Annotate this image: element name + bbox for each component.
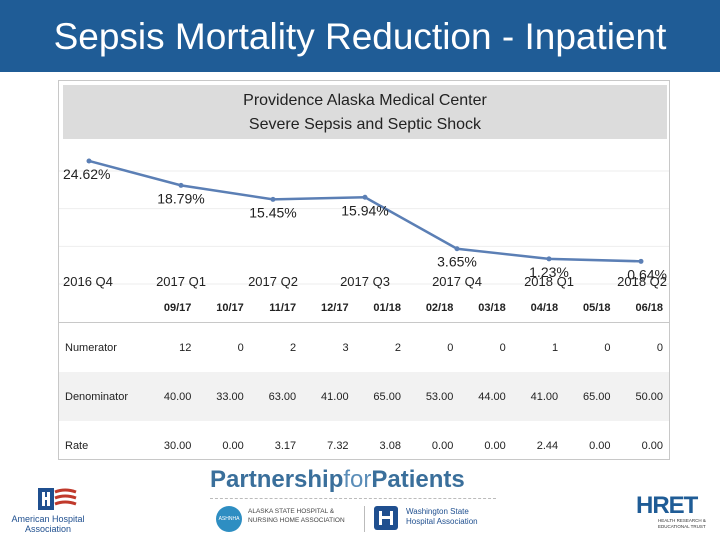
data-label: 3.65%	[437, 254, 477, 270]
x-tick-label: 2017 Q2	[248, 274, 298, 289]
table-cell: 53.00	[408, 372, 462, 421]
table-cell: 63.00	[251, 372, 305, 421]
chart-panel: Providence Alaska Medical Center Severe …	[58, 80, 670, 460]
x-tick-label: 2018 Q2	[617, 274, 667, 289]
data-point	[178, 182, 184, 188]
table-cell: 3.08	[379, 439, 401, 452]
aha-logo-icon	[38, 488, 77, 510]
table-column-header: 03/18	[461, 294, 514, 323]
table-cell: 0.00	[589, 439, 611, 452]
table-column-header: 05/18	[566, 294, 619, 323]
x-tick-label: 2017 Q4	[432, 274, 482, 289]
table-column-header: 01/18	[356, 294, 409, 323]
table-cell: 3.17	[274, 439, 297, 452]
pfp-divider	[210, 498, 496, 499]
table-row: Numerator 12 0 2 3 2 0 0 1 0 0	[59, 323, 669, 373]
table-row: Rate 30.00 0.00 3.17 7.32 3.08 0.00 0.00 2.44 0.0…	[59, 421, 669, 459]
table-cell: 33.00	[199, 372, 252, 421]
table-column-header: 12/17	[304, 294, 357, 323]
table-cell: 0.00	[431, 439, 454, 452]
table-column-header: 06/18	[618, 294, 669, 323]
chart-title: Providence Alaska Medical Center	[243, 92, 487, 109]
x-tick-label: 2017 Q1	[156, 274, 206, 289]
table-column-header: 11/17	[251, 294, 305, 323]
table-cell: 7.32	[327, 439, 349, 452]
data-label: 15.94%	[341, 202, 388, 218]
slide-title: Sepsis Mortality Reduction - Inpatient	[53, 16, 667, 57]
table-cell: 44.00	[461, 372, 514, 421]
table-row-label: Denominator	[59, 372, 147, 421]
data-label: 15.45%	[249, 204, 296, 220]
table-cell: 12	[179, 341, 192, 354]
pfp-partnership: Partnership	[210, 466, 344, 493]
table-cell: 0	[499, 341, 506, 354]
table-cell: 0	[447, 341, 454, 354]
table-corner	[59, 294, 147, 323]
table-cell: 2.44	[536, 439, 559, 452]
line-chart: 24.62%18.79%15.45% 15.94%3.65%1.23% 0.64%2…	[59, 158, 669, 289]
table-cell: 0	[237, 341, 244, 354]
wsha-name: Washington State Hospital Association	[406, 507, 478, 527]
wsha-line2: Hospital Association	[406, 517, 478, 526]
chart-subtitle: Severe Sepsis and Septic Shock	[248, 116, 482, 133]
data-point	[270, 196, 276, 202]
x-tick-label: 2018 Q1	[524, 274, 574, 289]
data-label: 0.64%	[627, 266, 667, 282]
ashnha-line2: NURSING HOME ASSOCIATION	[248, 517, 345, 524]
table-row-label: Numerator	[65, 341, 117, 354]
table-cell: 0.00	[641, 439, 663, 452]
table-cell: 2	[290, 341, 297, 354]
footer-separator	[364, 506, 365, 532]
table-row: Denominator 40.00 33.00 63.00 41.00 65.00 53.0…	[59, 372, 669, 421]
data-point	[86, 158, 92, 164]
data-label: 1.23%	[529, 264, 569, 280]
table-cell: 3	[342, 341, 349, 354]
table-cell: 30.00	[163, 439, 192, 452]
ashnha-name: ALASKA STATE HOSPITAL & NURSING HOME ASS…	[248, 507, 345, 525]
table-cell: 41.00	[513, 372, 567, 421]
data-table: 09/17 10/17 11/17 12/17 01/18 02/18 03/18 04/18…	[59, 294, 669, 459]
table-cell: 0.00	[484, 439, 506, 452]
data-label: 18.79%	[157, 190, 204, 206]
table-cell: 41.00	[304, 372, 357, 421]
table-header-row: 09/17 10/17 11/17 12/17 01/18 02/18 03/18 04/18…	[59, 294, 669, 323]
partnership-for-patients-logo: PartnershipforPatients	[210, 466, 465, 494]
ashnha-line1: ALASKA STATE HOSPITAL &	[248, 508, 335, 515]
table-column-header: 02/18	[408, 294, 462, 323]
table-cell: 65.00	[356, 372, 409, 421]
table-cell: 2	[394, 341, 401, 354]
x-tick-label: 2017 Q3	[340, 274, 390, 289]
data-point	[638, 258, 644, 264]
pfp-for: for	[343, 466, 372, 493]
hret-logo: HRET	[636, 492, 698, 519]
wsha-line1: Washington State	[406, 507, 469, 516]
aha-name: American Hospital Association	[11, 514, 85, 534]
data-point	[546, 256, 552, 262]
table-row-label: Rate	[65, 439, 89, 452]
title-banner	[0, 0, 720, 72]
table-cell: 65.00	[566, 372, 619, 421]
wsha-logo-icon	[374, 506, 398, 530]
table-column-header: 10/17	[199, 294, 252, 323]
chart-header: Providence Alaska Medical Center Severe …	[63, 85, 667, 139]
table-cell: 0	[656, 341, 663, 354]
table-column-header: 04/18	[513, 294, 567, 323]
x-tick-label: 2016 Q4	[63, 274, 113, 289]
pfp-patients: Patients	[371, 466, 465, 493]
data-point	[362, 194, 368, 200]
table-cell: 0	[604, 341, 611, 354]
data-label: 24.62%	[63, 166, 110, 182]
table-cell: 40.00	[147, 372, 200, 421]
hret-subtitle: HEALTH RESEARCH & EDUCATIONAL TRUST	[658, 518, 706, 529]
table-column-header: 09/17	[147, 294, 200, 323]
table-cell: 1	[552, 341, 559, 354]
data-point	[454, 246, 460, 252]
ashnha-badge: ASHNHA	[216, 506, 242, 532]
table-cell: 50.00	[618, 372, 669, 421]
table-cell: 0.00	[222, 439, 244, 452]
